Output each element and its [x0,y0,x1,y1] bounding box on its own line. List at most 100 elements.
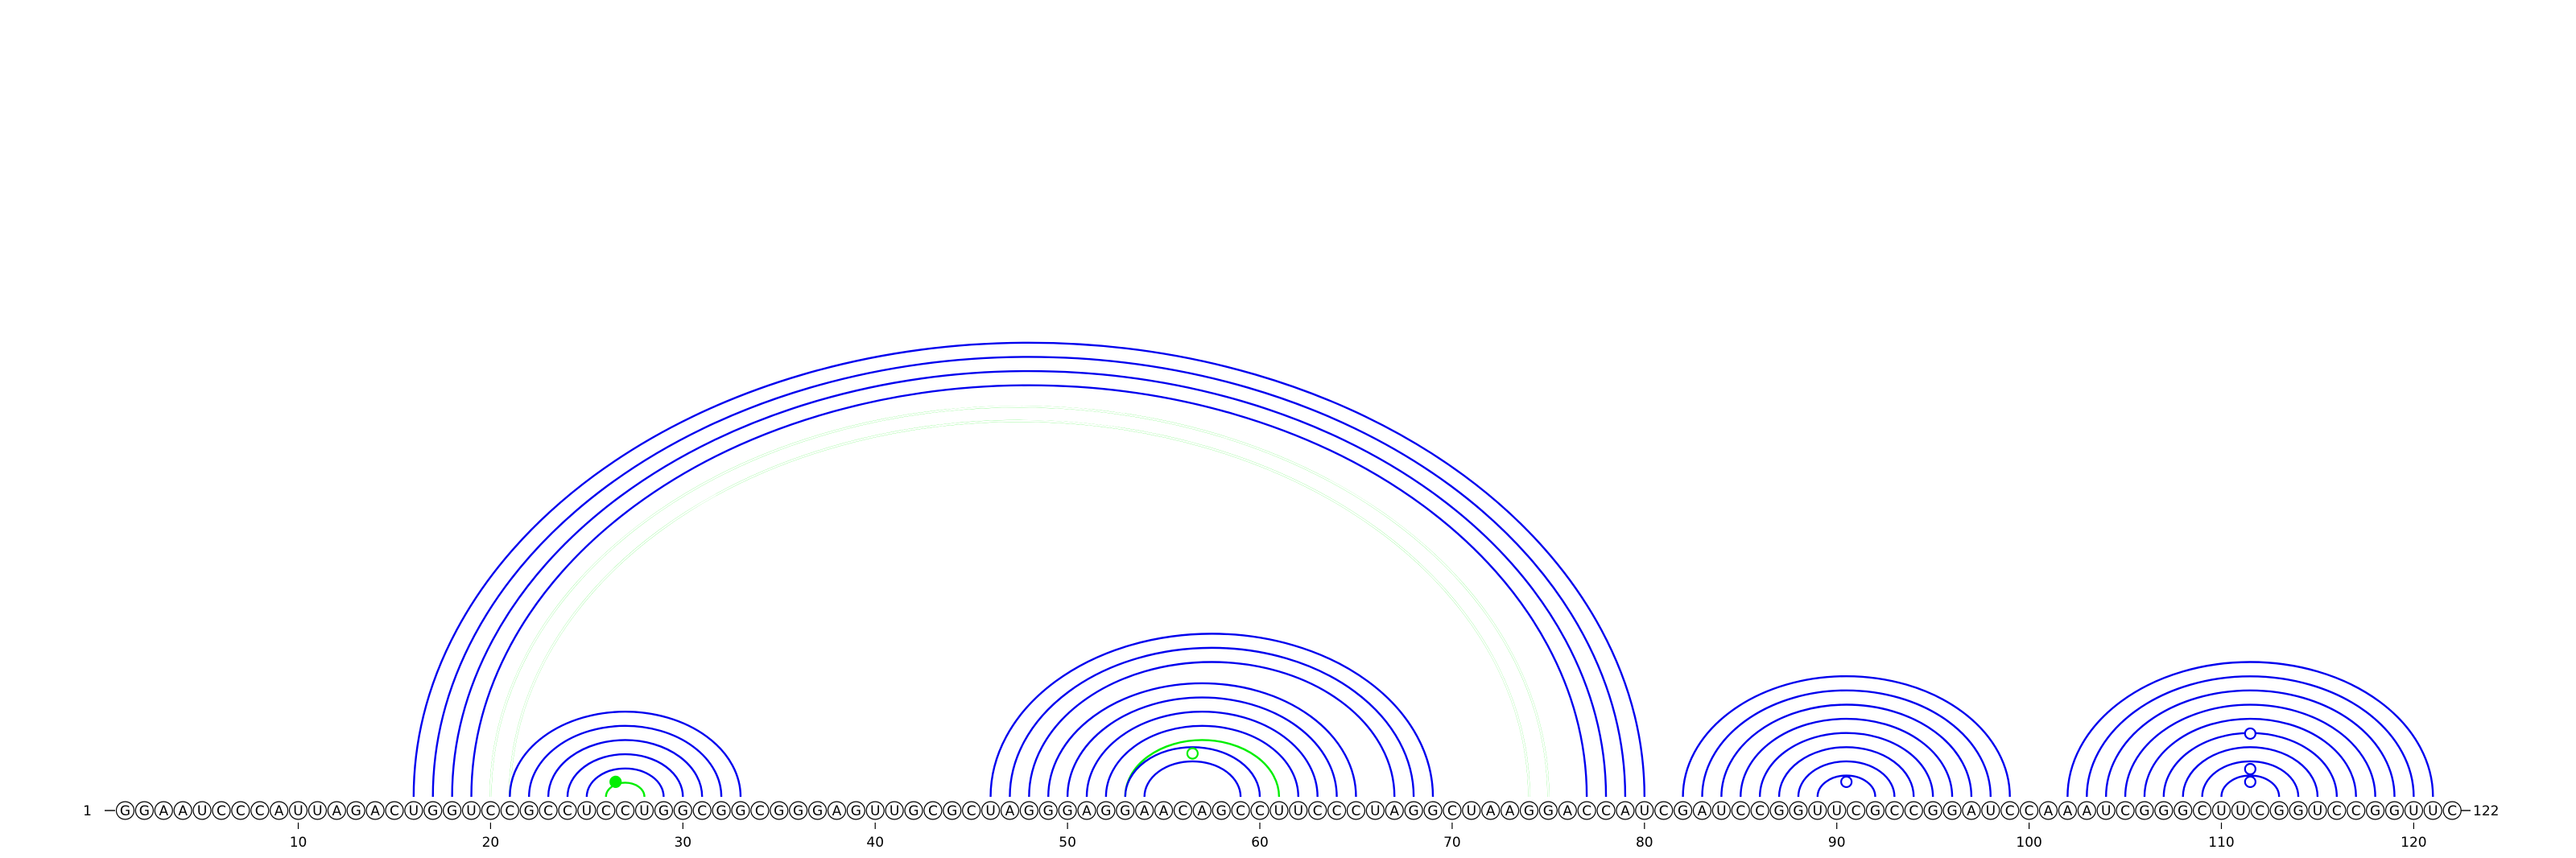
nucleotide-23-letter: C [543,803,553,819]
nucleotide-14-circle [365,801,385,820]
arc-109-114 [2201,760,2300,798]
nucleotide-4-circle [173,801,192,820]
nucleotide-54: A [1135,801,1154,820]
nucleotide-11-letter: U [312,803,322,819]
nucleotide-73-circle [1500,801,1520,820]
nucleotide-122-circle [2442,801,2462,820]
nucleotide-110: U [2211,801,2231,820]
nucleotide-23: C [539,801,558,820]
nucleotide-69-circle [1423,801,1443,820]
nucleotide-92-circle [1865,801,1885,820]
nucleotide-91-letter: C [1852,803,1861,819]
nucleotide-69: G [1423,801,1443,820]
arc-21-74-inner [509,419,1530,798]
nucleotide-24: C [558,801,577,820]
nucleotide-17-letter: G [427,803,438,819]
nucleotide-36-letter: G [793,803,803,819]
nucleotide-54-circle [1135,801,1154,820]
nucleotide-107-circle [2154,801,2174,820]
nucleotide-13-letter: G [351,803,361,819]
nucleotide-65-letter: C [1352,803,1361,819]
nucleotide-121-circle [2423,801,2442,820]
loop-marker-6 [2244,727,2256,740]
nucleotide-24-circle [558,801,577,820]
nucleotide-70: C [1443,801,1462,820]
nucleotide-81-circle [1654,801,1674,820]
nucleotide-3-circle [154,801,173,820]
nucleotide-32-circle [712,801,731,820]
nucleotide-50-circle [1058,801,1077,820]
nucleotide-15: C [385,801,404,820]
nucleotide-2-letter: G [139,803,150,819]
nucleotide-119: G [2384,801,2405,820]
nucleotide-74-letter: G [1524,803,1534,819]
nucleotide-6: C [212,801,231,820]
arc-49-65 [1047,682,1357,798]
nucleotide-118: G [2366,801,2385,820]
arc-22-32 [527,724,723,798]
nucleotide-62-letter: U [1294,803,1303,819]
loop-marker-3 [1840,775,1853,788]
nucleotide-4: A [173,801,192,820]
nucleotide-50: G [1058,801,1077,820]
nucleotide-49-letter: G [1043,803,1054,819]
loop-markers-layer [609,727,2256,788]
nucleotide-98: U [1981,801,2000,820]
nucleotide-61-letter: U [1274,803,1284,819]
nucleotide-52-letter: G [1100,803,1111,819]
tick-label-30: 30 [674,835,691,851]
nucleotide-63-circle [1308,801,1327,820]
nucleotide-55-letter: A [1159,803,1169,819]
nucleotide-120: U [2404,801,2424,820]
nucleotide-107: G [2154,801,2174,820]
nucleotide-14: A [365,801,385,820]
nucleotide-89-letter: U [1813,803,1823,819]
nucleotide-67-letter: A [1389,803,1399,819]
nucleotide-108: G [2174,801,2193,820]
nucleotide-27-letter: C [621,803,630,819]
nucleotide-31-circle [692,801,712,820]
arc-53-61 [1124,739,1281,798]
nucleotide-16: U [404,801,423,820]
nucleotide-67-circle [1385,801,1404,820]
nucleotide-109-letter: C [2198,803,2207,819]
nucleotide-34-circle [750,801,770,820]
nucleotide-104-circle [2096,801,2116,820]
nucleotide-13: G [346,801,365,820]
nucleotide-90: U [1827,801,1847,820]
arc-85-96 [1740,717,1954,798]
nucleotide-97: A [1962,801,1981,820]
arc-24-30 [566,753,684,798]
nucleotide-8: C [250,801,270,820]
nucleotide-47-letter: A [1005,803,1015,819]
nucleotide-38-circle [827,801,847,820]
nucleotide-74: G [1519,801,1539,820]
nucleotide-121: U [2423,801,2442,820]
nucleotide-9-letter: A [275,803,284,819]
nucleotide-121-letter: U [2428,803,2438,819]
nucleotide-69-letter: G [1427,803,1438,819]
nucleotide-58-circle [1212,801,1231,820]
position-axis: 10 20 30 40 50 60 70 80 90 100 110 120 [290,823,2427,851]
nucleotide-20-circle [481,801,501,820]
nucleotide-83-letter: A [1698,803,1707,819]
arc-25-29 [585,767,665,798]
nucleotide-37-circle [807,801,828,820]
nucleotide-9-circle [270,801,289,820]
nucleotide-97-letter: A [1967,803,1976,819]
nucleotide-33-circle [731,801,750,820]
nucleotide-52-circle [1096,801,1116,820]
nucleotide-76-letter: A [1563,803,1572,819]
arc-46-69 [989,633,1435,798]
nucleotide-59-letter: C [1236,803,1245,819]
nucleotide-91-circle [1847,801,1866,820]
arc-50-64 [1066,696,1338,798]
arc-52-62 [1104,724,1299,798]
nucleotide-18-circle [443,801,462,820]
nucleotide-57-circle [1192,801,1212,820]
nucleotide-84-circle [1711,801,1731,820]
nucleotide-22-circle [519,801,539,820]
nucleotide-105-circle [2116,801,2135,820]
nucleotide-55-circle [1154,801,1174,820]
